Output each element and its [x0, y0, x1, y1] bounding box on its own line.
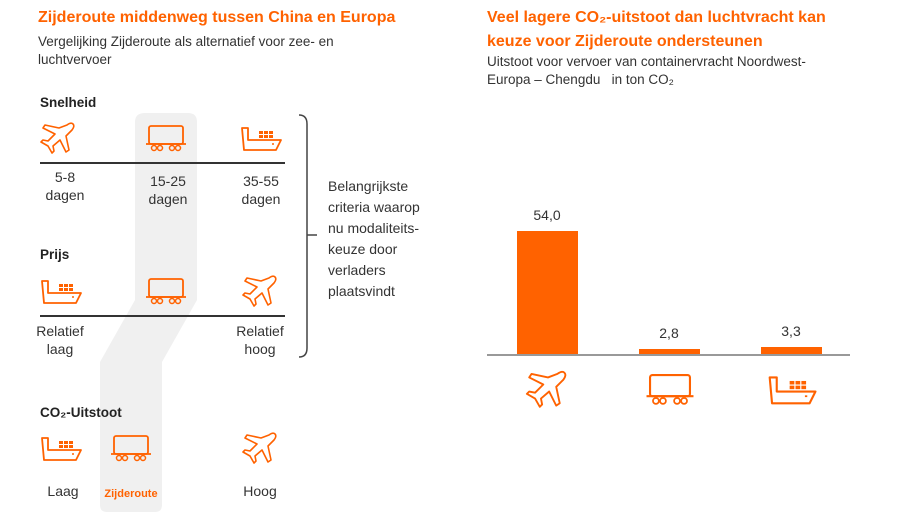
value-sea-speed: 35-55 dagen — [241, 173, 281, 207]
chart-baseline — [487, 354, 850, 356]
criteria-text: Belangrijkste criteria waarop nu modalitei… — [328, 178, 420, 299]
header-prijs: Prijs — [40, 247, 70, 262]
bar-train — [639, 348, 700, 355]
value-air-speed: 5-8 dagen — [45, 169, 85, 203]
bar-ship — [761, 347, 822, 355]
train-icon — [143, 273, 189, 307]
value-co2-high: Hoog — [243, 483, 277, 499]
ship-icon — [38, 273, 84, 307]
zijderoute-label: Zijderoute — [104, 488, 158, 500]
bar-value-label: 2,8 — [659, 324, 679, 341]
header-snelheid: Snelheid — [40, 95, 97, 110]
train-icon — [108, 430, 154, 464]
value-price-low: Relatief laag — [36, 323, 84, 357]
ship-icon — [238, 120, 284, 154]
left-title: Zijderoute middenweg tussen China en Eur… — [38, 9, 396, 26]
right-title: Veel lagere CO₂-uitstoot dan luchtvracht… — [487, 9, 826, 50]
value-price-high: Relatief hoog — [236, 323, 284, 357]
value-co2-low: Laag — [47, 483, 79, 499]
header-co2: CO₂-Uitstoot — [40, 405, 122, 420]
zijderoute-highlight-band — [100, 113, 197, 512]
bar-plane — [517, 231, 578, 355]
train-icon — [643, 368, 697, 408]
plane-icon — [238, 273, 284, 307]
left-subtitle: Vergelijking Zijderoute als alternatief … — [38, 34, 334, 67]
divider — [40, 315, 285, 317]
ship-icon — [38, 430, 84, 464]
train-icon — [143, 120, 189, 154]
value-rail-speed: 15-25 dagen — [148, 173, 188, 207]
plane-icon — [36, 120, 82, 154]
plane-icon — [238, 430, 284, 464]
bar-value-label: 3,3 — [781, 323, 801, 340]
divider — [40, 162, 285, 164]
bar-value-label: 54,0 — [533, 207, 561, 223]
plane-icon — [521, 368, 575, 408]
ship-icon — [765, 368, 819, 408]
bracket — [298, 114, 317, 358]
right-subtitle: Uitstoot voor vervoer van containervrach… — [487, 54, 806, 87]
